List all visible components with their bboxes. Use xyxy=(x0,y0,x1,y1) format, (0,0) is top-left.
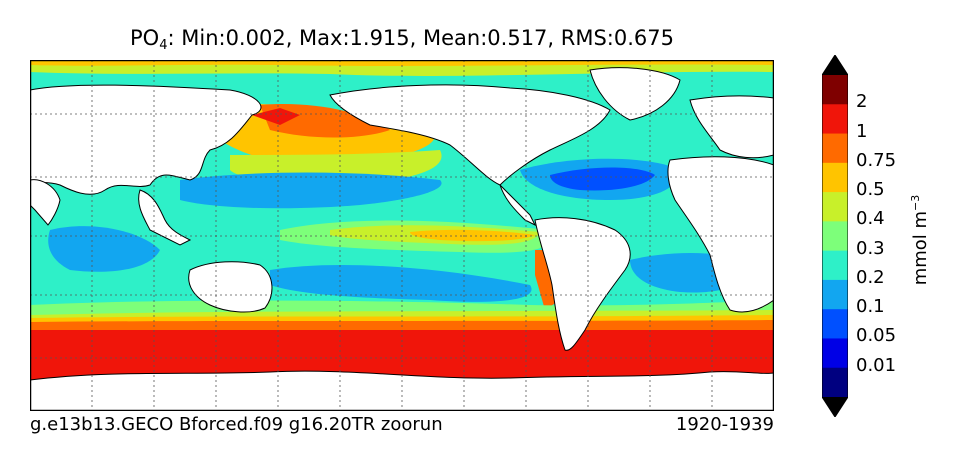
colorbar xyxy=(822,55,848,417)
land-greenland xyxy=(589,67,681,121)
land-southeast-asia xyxy=(138,189,192,246)
colorbar-cell xyxy=(822,221,848,252)
land-eurasia xyxy=(30,84,262,195)
colorbar-units: mmol m−3 xyxy=(909,195,931,286)
colorbar-extend-max xyxy=(822,55,848,75)
colorbar-tick-label: 0.75 xyxy=(856,149,897,171)
equatorial-pacific-yellow xyxy=(410,229,535,242)
north-pacific-gyre xyxy=(180,172,442,209)
colorbar-extend-min xyxy=(822,397,848,417)
colorbar-tick-label: 0.05 xyxy=(856,325,897,347)
colorbar-cell xyxy=(822,279,848,310)
colorbar-cell xyxy=(822,367,848,398)
variable-name: PO xyxy=(130,26,160,50)
colorbar-tick-label: 0.5 xyxy=(856,179,885,201)
sargasso-dark-blue xyxy=(550,167,655,191)
land-south-america xyxy=(534,217,631,351)
land-africa xyxy=(667,156,774,313)
land-europe xyxy=(689,95,774,159)
south-pacific-gyre xyxy=(270,265,532,302)
colorbar-tick-label: 0.4 xyxy=(856,208,885,230)
unit-exponent: −3 xyxy=(909,194,922,211)
colorbar-cell xyxy=(822,309,848,339)
colorbar-tick-label: 0.3 xyxy=(856,237,885,259)
colorbar-cell xyxy=(822,192,848,222)
colorbar-cell xyxy=(822,250,848,281)
colorbar-tick-label: 0.2 xyxy=(856,266,885,288)
colorbar-tick-label: 1 xyxy=(856,120,868,142)
plot-title: PO4: Min:0.002, Max:1.915, Mean:0.517, R… xyxy=(30,26,774,53)
colorbar-tick-label: 0.01 xyxy=(856,354,897,376)
land-australia xyxy=(188,261,273,313)
colorbar-cell xyxy=(822,104,848,135)
time-period: 1920-1939 xyxy=(675,414,774,435)
colorbar-cell xyxy=(822,75,848,105)
colorbar-tick-label: 2 xyxy=(856,91,868,113)
graticule xyxy=(30,60,774,411)
case-name: g.e13b13.GECO Bforced.f09 g16.20TR zooru… xyxy=(30,414,443,435)
land-north-america xyxy=(329,84,611,186)
colorbar-cell xyxy=(822,162,848,193)
colorbar-cell xyxy=(822,338,848,369)
colorbar-tick-label: 0.1 xyxy=(856,296,885,318)
phosphate-map xyxy=(30,60,774,411)
title-stats: : Min:0.002, Max:1.915, Mean:0.517, RMS:… xyxy=(167,26,674,50)
colorbar-cell xyxy=(822,133,848,164)
unit-text: mmol m xyxy=(910,210,931,286)
land-india xyxy=(30,179,61,226)
variable-subscript: 4 xyxy=(159,38,168,53)
map-frame xyxy=(30,60,774,411)
indian-gyre xyxy=(48,226,160,272)
kamchatka-red xyxy=(252,108,300,125)
